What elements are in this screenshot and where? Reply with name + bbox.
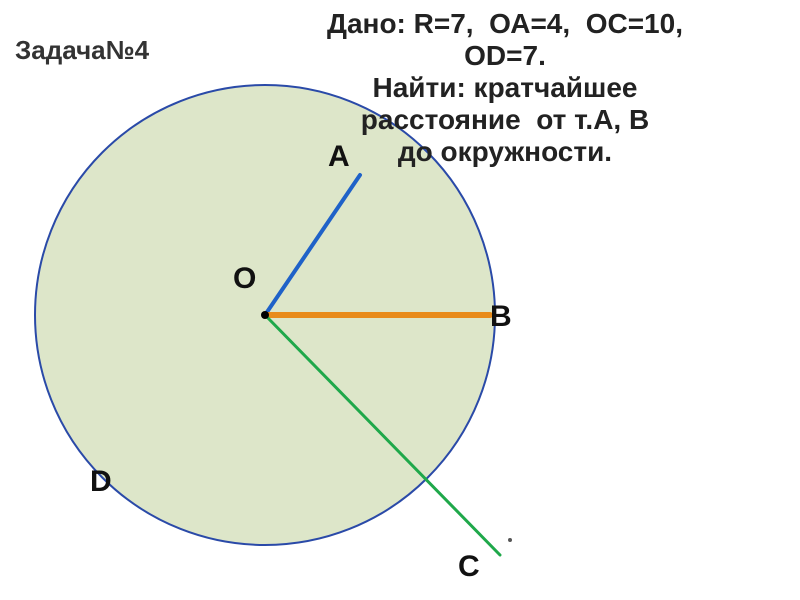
diagram-stage: Задача№4 Дано: R=7, ОА=4, ОС=10, OD=7. Н… — [0, 0, 800, 600]
text-layer: Задача№4 Дано: R=7, ОА=4, ОС=10, OD=7. Н… — [0, 0, 800, 600]
label-D: D — [90, 465, 112, 499]
label-C: C — [458, 550, 480, 584]
label-A: A — [328, 140, 350, 174]
problem-number: Задача№4 — [15, 35, 149, 66]
label-B: B — [490, 300, 512, 334]
label-O: O — [233, 262, 256, 296]
given-text: Дано: R=7, ОА=4, ОС=10, OD=7. Найти: кра… — [215, 8, 795, 168]
